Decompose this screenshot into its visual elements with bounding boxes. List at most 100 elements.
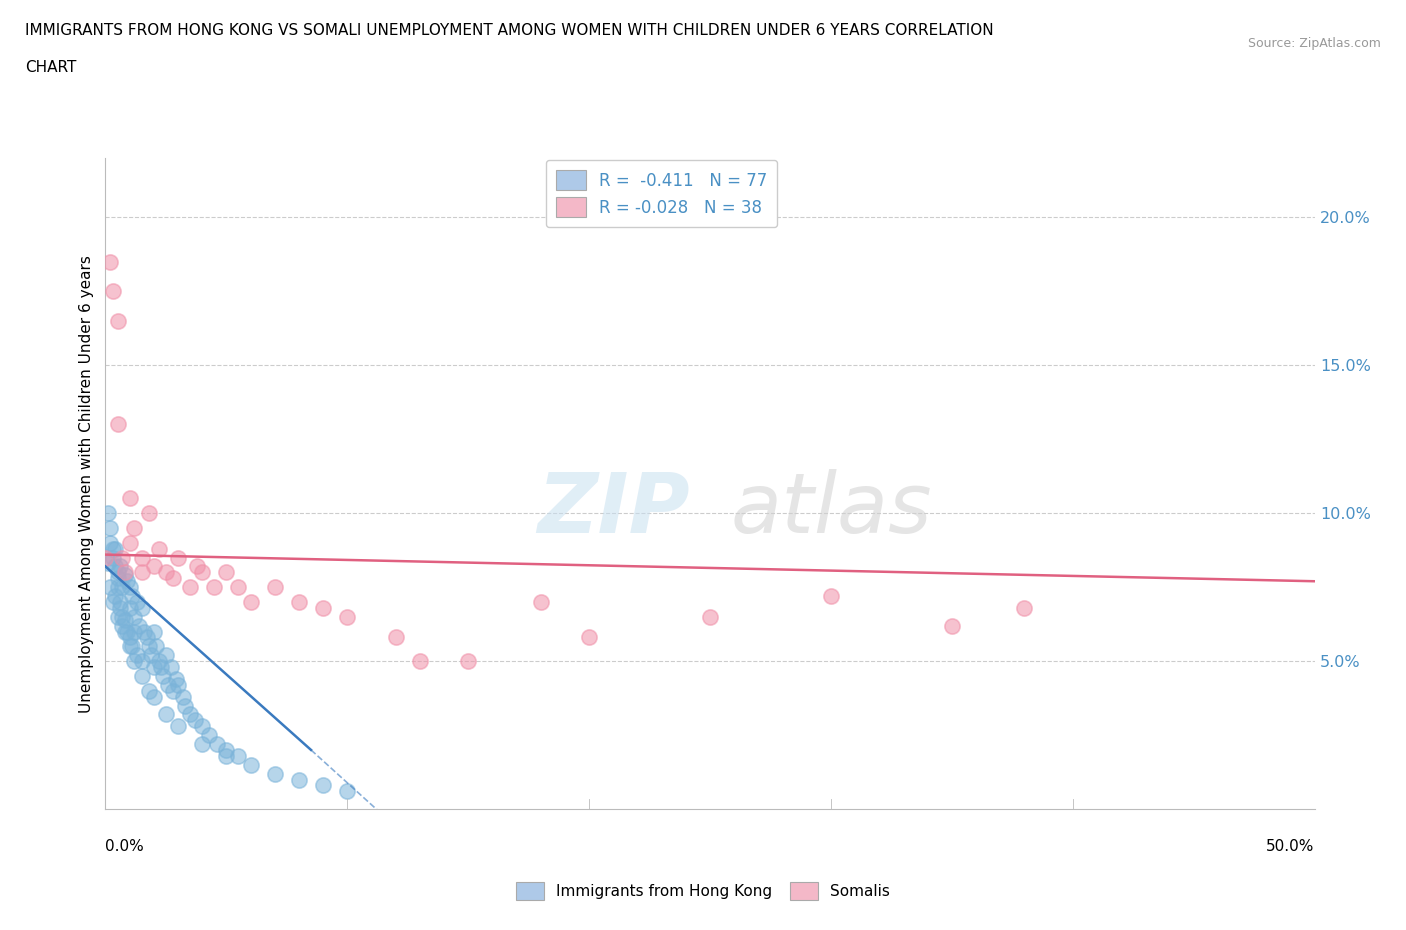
Point [150, 659, 173, 674]
Point [101, 551, 124, 565]
Point [172, 689, 194, 704]
Point [198, 727, 221, 742]
Point [138, 684, 160, 698]
Point [239, 757, 262, 772]
Point [142, 689, 165, 704]
Point [202, 579, 225, 594]
Point [124, 609, 146, 624]
Point [142, 659, 165, 674]
Point [128, 618, 150, 633]
Point [215, 742, 238, 757]
Point [118, 630, 141, 644]
Point [174, 698, 197, 713]
Point [131, 601, 153, 616]
Point [107, 565, 129, 579]
Point [131, 654, 153, 669]
Point [121, 589, 143, 604]
Point [155, 707, 177, 722]
Point [152, 669, 174, 684]
Point [142, 624, 165, 639]
Point [145, 639, 167, 654]
Text: CHART: CHART [25, 60, 77, 75]
Point [118, 601, 141, 616]
Point [457, 654, 479, 669]
Point [98, 536, 121, 551]
Point [191, 719, 214, 734]
Point [98, 521, 121, 536]
Point [107, 313, 129, 328]
Point [167, 677, 190, 692]
Point [114, 624, 136, 639]
Point [699, 609, 721, 624]
Point [141, 648, 163, 663]
Point [101, 284, 124, 299]
Point [239, 594, 262, 609]
Point [288, 594, 311, 609]
Point [336, 609, 359, 624]
Point [191, 565, 214, 579]
Point [104, 559, 127, 574]
Point [578, 630, 600, 644]
Point [530, 594, 553, 609]
Y-axis label: Unemployment Among Women with Children Under 6 years: Unemployment Among Women with Children U… [79, 255, 94, 712]
Point [165, 671, 187, 686]
Point [111, 618, 134, 633]
Point [157, 677, 180, 692]
Text: ZIP: ZIP [537, 469, 689, 551]
Point [155, 565, 177, 579]
Point [101, 594, 124, 609]
Point [215, 749, 238, 764]
Point [104, 541, 127, 556]
Point [108, 594, 131, 609]
Point [108, 601, 131, 616]
Point [186, 559, 208, 574]
Point [114, 565, 136, 579]
Point [135, 630, 157, 644]
Point [1014, 601, 1036, 616]
Point [124, 624, 146, 639]
Point [108, 559, 131, 574]
Point [114, 612, 136, 627]
Point [155, 648, 177, 663]
Point [336, 784, 359, 799]
Point [167, 719, 190, 734]
Point [115, 574, 138, 589]
Point [107, 417, 129, 432]
Point [138, 639, 160, 654]
Point [114, 568, 136, 583]
Point [263, 579, 285, 594]
Text: 50.0%: 50.0% [1267, 839, 1315, 854]
Point [124, 654, 146, 669]
Point [107, 609, 129, 624]
Text: atlas: atlas [730, 469, 932, 551]
Point [125, 594, 148, 609]
Point [101, 541, 124, 556]
Point [941, 618, 963, 633]
Point [384, 630, 406, 644]
Point [228, 749, 250, 764]
Point [159, 659, 181, 674]
Point [134, 624, 156, 639]
Point [98, 579, 121, 594]
Point [148, 541, 170, 556]
Point [107, 571, 129, 586]
Point [820, 589, 842, 604]
Point [131, 565, 153, 579]
Point [167, 551, 190, 565]
Point [107, 579, 129, 594]
Point [124, 521, 146, 536]
Point [215, 565, 238, 579]
Point [288, 772, 311, 787]
Point [118, 491, 141, 506]
Point [228, 579, 250, 594]
Point [312, 778, 335, 793]
Point [111, 579, 134, 594]
Point [148, 654, 170, 669]
Point [184, 713, 207, 728]
Point [138, 506, 160, 521]
Point [111, 551, 134, 565]
Point [179, 707, 201, 722]
Point [121, 639, 143, 654]
Point [131, 669, 153, 684]
Text: 0.0%: 0.0% [105, 839, 145, 854]
